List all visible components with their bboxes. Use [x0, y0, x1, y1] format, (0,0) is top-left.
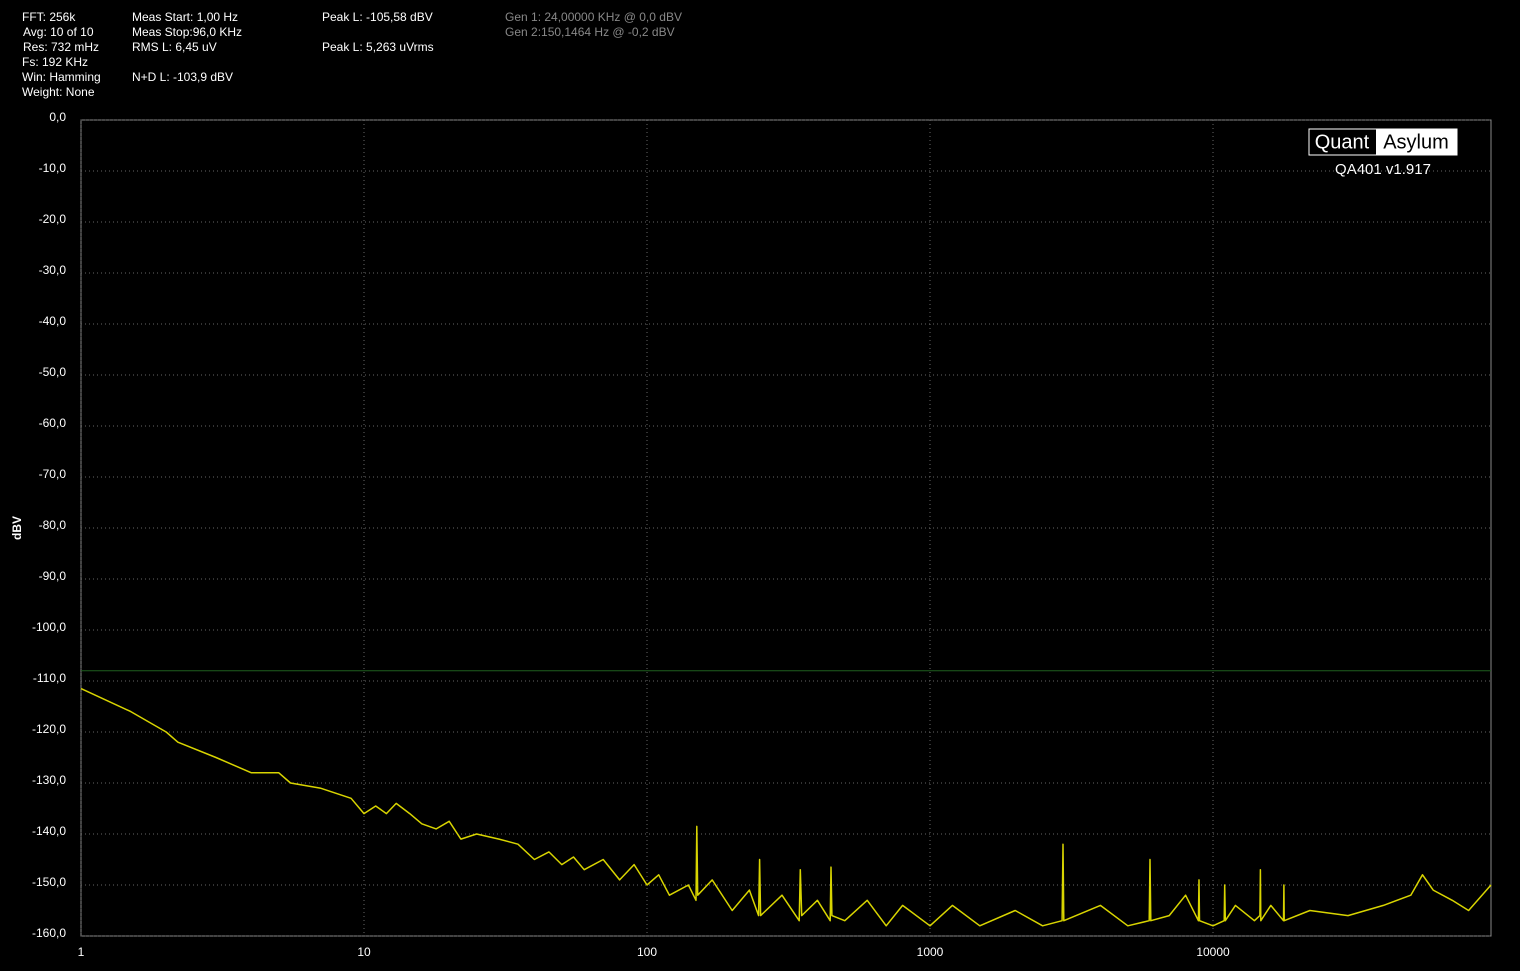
y-tick-label: -60,0: [39, 416, 67, 430]
y-tick-label: -80,0: [39, 518, 67, 532]
x-tick-label: 100: [637, 945, 657, 959]
y-tick-label: -130,0: [32, 773, 66, 787]
y-tick-label: -120,0: [32, 722, 66, 736]
y-tick-label: -150,0: [32, 875, 66, 889]
x-tick-label: 10: [357, 945, 371, 959]
y-tick-label: -110,0: [33, 671, 66, 685]
y-tick-label: -90,0: [39, 569, 67, 583]
info-text: Peak L: 5,263 uVrms: [322, 40, 434, 54]
x-tick-label: 10000: [1196, 945, 1230, 959]
spectrum-line: [80, 687, 1492, 927]
info-text: FFT: 256k: [22, 10, 76, 24]
info-text: Res: 732 mHz: [23, 40, 99, 54]
logo-right: Asylum: [1383, 131, 1449, 153]
y-tick-label: 0,0: [49, 110, 66, 124]
logo-left: Quant: [1315, 131, 1370, 153]
y-tick-label: -50,0: [39, 365, 67, 379]
y-tick-label: -40,0: [39, 314, 67, 328]
logo-fill: [1376, 129, 1457, 155]
y-tick-label: -20,0: [39, 212, 67, 226]
y-axis-label: dBV: [10, 516, 24, 540]
info-text: Weight: None: [22, 85, 95, 99]
info-text: Gen 2:150,1464 Hz @ -0,2 dBV: [505, 25, 675, 39]
info-text: RMS L: 6,45 uV: [132, 40, 217, 54]
y-tick-label: -100,0: [32, 620, 66, 634]
info-text: Win: Hamming: [22, 70, 101, 84]
info-text: Meas Start: 1,00 Hz: [132, 10, 238, 24]
y-tick-label: -140,0: [32, 824, 66, 838]
y-tick-label: -30,0: [39, 263, 67, 277]
y-tick-label: -70,0: [39, 467, 67, 481]
logo-version: QA401 v1.917: [1335, 161, 1431, 178]
info-text: N+D L: -103,9 dBV: [132, 70, 233, 84]
info-text: Peak L: -105,58 dBV: [322, 10, 433, 24]
info-text: Meas Stop:96,0 KHz: [132, 25, 242, 39]
info-text: Avg: 10 of 10: [23, 25, 94, 39]
info-text: Fs: 192 KHz: [22, 55, 88, 69]
plot-frame: [80, 119, 1492, 937]
x-tick-label: 1000: [917, 945, 944, 959]
info-text: Gen 1: 24,00000 KHz @ 0,0 dBV: [505, 10, 682, 24]
x-tick-label: 1: [78, 945, 85, 959]
y-tick-label: -160,0: [32, 926, 66, 940]
y-tick-label: -10,0: [39, 161, 67, 175]
